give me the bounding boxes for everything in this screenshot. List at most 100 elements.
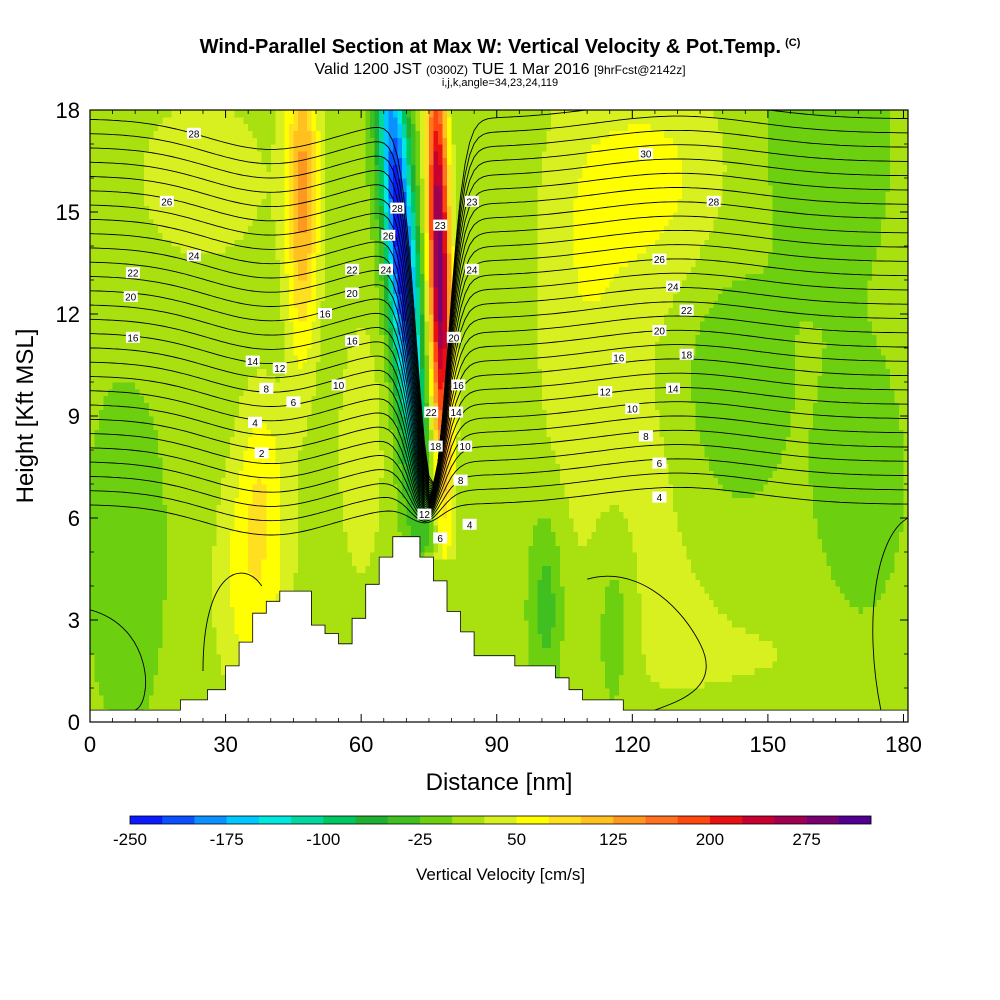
velocity-cell	[212, 558, 231, 567]
velocity-cell	[311, 266, 317, 274]
velocity-cell	[397, 246, 407, 254]
velocity-cell	[325, 157, 367, 165]
velocity-cell	[790, 416, 814, 424]
velocity-cell	[537, 361, 656, 369]
velocity-cell	[311, 191, 317, 199]
velocity-cell	[90, 422, 100, 431]
velocity-cell	[428, 252, 435, 261]
colorbar-frame	[129, 815, 872, 825]
velocity-cell	[424, 314, 430, 322]
velocity-cell	[397, 497, 407, 505]
velocity-cell	[379, 320, 385, 329]
velocity-cell	[410, 171, 416, 179]
velocity-cell	[767, 259, 873, 267]
velocity-cell	[279, 497, 299, 505]
velocity-cell	[397, 341, 403, 349]
velocity-cell	[424, 266, 430, 274]
velocity-cell	[257, 144, 272, 152]
velocity-cell	[456, 205, 539, 213]
velocity-cell	[288, 314, 299, 322]
velocity-cell	[428, 130, 435, 138]
velocity-cell	[284, 157, 290, 165]
velocity-cell	[428, 300, 435, 308]
velocity-cell	[433, 341, 439, 349]
velocity-cell	[727, 164, 769, 172]
velocity-cell	[288, 239, 294, 247]
contour-label-bg	[446, 331, 461, 343]
velocity-cell	[320, 341, 353, 349]
velocity-cell	[397, 354, 403, 363]
velocity-cell	[162, 116, 245, 125]
velocity-cell	[374, 198, 380, 206]
velocity-cell	[157, 647, 218, 655]
velocity-cell	[401, 409, 407, 417]
velocity-cell	[808, 477, 905, 485]
velocity-cell	[144, 150, 263, 159]
velocity-cell	[374, 368, 385, 376]
velocity-cell	[799, 327, 823, 335]
velocity-cell	[442, 538, 453, 546]
velocity-cell	[90, 633, 163, 641]
velocity-cell	[537, 280, 579, 288]
velocity-cell	[460, 402, 543, 410]
velocity-cell	[528, 558, 561, 567]
velocity-cell	[424, 280, 430, 288]
y-tick-label: 18	[56, 98, 80, 123]
velocity-cell	[383, 348, 389, 356]
velocity-cell	[460, 375, 543, 383]
contour-label: 30	[640, 150, 652, 161]
velocity-cell	[171, 239, 236, 247]
velocity-cell	[691, 375, 796, 383]
velocity-cell	[392, 388, 398, 397]
velocity-cell	[144, 191, 267, 199]
velocity-cell	[433, 205, 444, 213]
velocity-cell	[90, 320, 285, 329]
velocity-cell	[410, 212, 416, 220]
velocity-cell	[447, 212, 453, 220]
velocity-cell	[623, 647, 642, 655]
velocity-cell	[90, 252, 276, 261]
velocity-cell	[383, 212, 389, 220]
velocity-cell	[713, 470, 774, 478]
velocity-cell	[406, 150, 412, 159]
velocity-cell	[157, 123, 249, 131]
velocity-cell	[94, 660, 159, 669]
velocity-cell	[641, 613, 728, 621]
velocity-cell	[90, 538, 168, 546]
velocity-cell	[437, 280, 444, 288]
velocity-cell	[537, 300, 674, 308]
velocity-cell	[456, 484, 566, 492]
velocity-cell	[555, 606, 566, 614]
contour-label: 16	[319, 310, 331, 321]
velocity-cell	[325, 184, 371, 193]
contour-label: 4	[252, 418, 258, 429]
velocity-cell	[419, 157, 426, 165]
velocity-cell	[898, 416, 909, 424]
velocity-cell	[451, 110, 552, 118]
contour-label: 10	[460, 442, 472, 453]
velocity-cell	[609, 130, 665, 138]
velocity-cell	[284, 327, 294, 335]
velocity-cell	[433, 545, 439, 553]
velocity-cell	[578, 266, 620, 274]
velocity-cell	[284, 137, 290, 145]
velocity-cell	[352, 552, 371, 560]
velocity-cell	[451, 354, 457, 363]
contour-label: 8	[264, 384, 270, 395]
velocity-cell	[392, 477, 403, 485]
velocity-cell	[320, 205, 326, 213]
velocity-cell	[374, 116, 380, 125]
colorbar-swatch	[645, 816, 678, 824]
velocity-cell	[528, 654, 561, 662]
velocity-cell	[456, 232, 539, 240]
velocity-cell	[370, 341, 385, 349]
velocity-cell	[293, 266, 299, 274]
velocity-cell	[623, 606, 642, 614]
velocity-cell	[682, 178, 724, 186]
velocity-cell	[297, 463, 340, 471]
velocity-cell	[388, 382, 394, 390]
velocity-cell	[456, 443, 552, 451]
velocity-cell	[388, 395, 394, 403]
velocity-cell	[401, 436, 407, 444]
velocity-cell	[691, 266, 764, 274]
